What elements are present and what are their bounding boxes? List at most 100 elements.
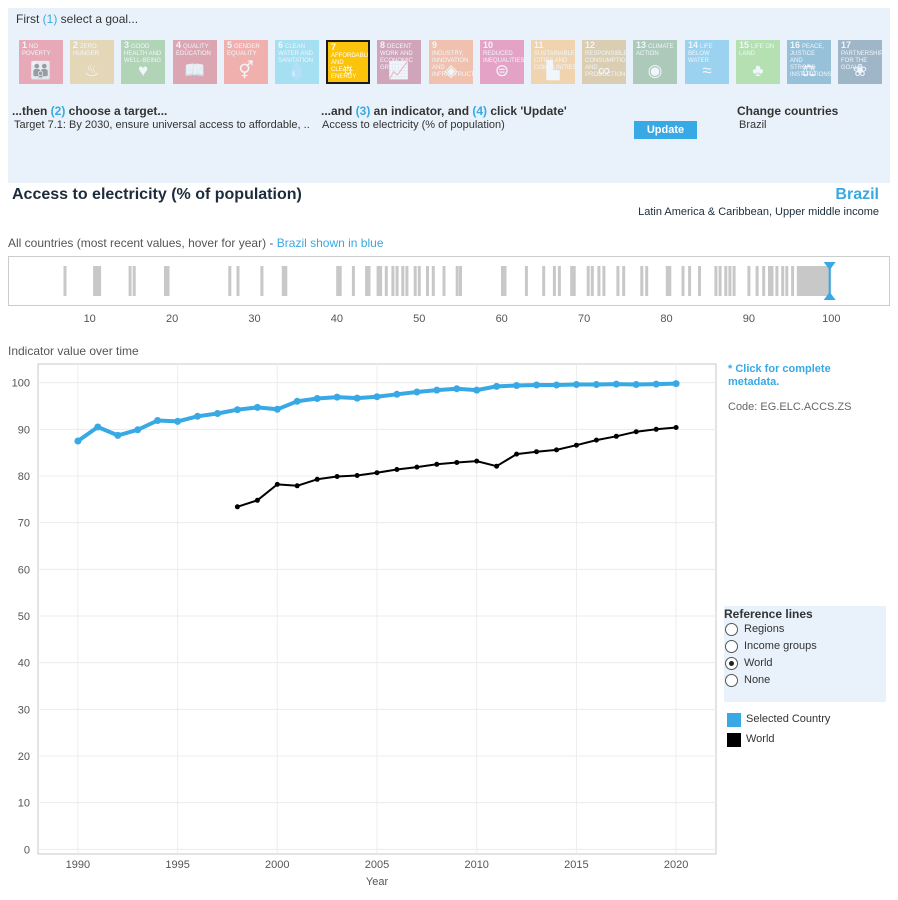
goal-tile-6[interactable]: 6 CLEAN WATER AND SANITATION 💧 [275,40,319,84]
goal-tile-17[interactable]: 17PARTNERSHIPS FOR THE GOALS❀ [838,40,882,84]
distribution-strip[interactable] [8,256,890,306]
goal-number: 17 [841,40,852,50]
goal-tile-11[interactable]: 11SUSTAINABLE CITIES AND COMMUNITIES ▙ [531,40,575,84]
goal-tile-3[interactable]: 3 GOOD HEALTH AND WELL-BEING ♥ [121,40,165,84]
world-point[interactable] [274,481,280,487]
world-point[interactable] [294,483,300,489]
selected-country-point[interactable] [194,412,201,420]
radio-button[interactable] [725,623,738,636]
country-name: Brazil [835,186,879,203]
selected-country-point[interactable] [533,381,540,389]
world-point[interactable] [613,433,619,439]
goal-number: 13 [636,40,647,50]
selected-country-point[interactable] [253,403,261,411]
goal-tile-2[interactable]: 2 ZERO HUNGER ♨ [70,40,114,84]
selected-country-point[interactable] [74,437,82,445]
world-point[interactable] [514,451,520,457]
legend-label: Selected Country [746,713,831,725]
distribution-label: All countries (most recent values, hover… [8,236,384,250]
world-point[interactable] [633,429,639,435]
world-point[interactable] [673,425,679,430]
chart-label: Indicator value over time [8,344,139,358]
selector-panel [8,8,890,183]
goal-tile-9[interactable]: 9INDUSTRY, INNOVATION AND INFRASTRUCTURE… [429,40,473,84]
goal-tile-12[interactable]: 12RESPONSIBLE CONSUMPTION AND PRODUCTION… [582,40,626,84]
goal-tile-15[interactable]: 15 LIFE ON LAND ♣ [736,40,780,84]
indicator-select[interactable]: Access to electricity (% of population) [322,119,505,131]
world-point[interactable] [653,426,659,432]
goal-tile-13[interactable]: 13 CLIMATE ACTION ◉ [633,40,677,84]
goal-label: DECENT WORK AND ECONOMIC GROWTH [380,44,413,71]
metadata-link[interactable]: * Click for complete metadata. [728,363,831,388]
goal-tile-1[interactable]: 1 NO POVERTY 👪 [19,40,63,84]
world-point[interactable] [534,449,539,455]
world-point[interactable] [414,464,420,470]
radio-button[interactable] [725,640,738,653]
selected-country-point[interactable] [393,390,401,398]
world-point[interactable] [573,442,579,448]
country-select[interactable]: Brazil [739,119,767,131]
selected-country-point[interactable] [672,380,680,388]
world-point[interactable] [334,474,340,479]
selected-country-point[interactable] [413,388,421,396]
selected-country-point[interactable] [233,406,241,414]
selected-country-point[interactable] [353,394,361,402]
selected-country-point[interactable] [373,393,381,401]
world-point[interactable] [554,447,559,453]
selected-country-point[interactable] [433,386,441,394]
selected-country-point[interactable] [652,380,660,388]
world-point[interactable] [394,467,400,472]
indicator-prompt: ...and (3) an indicator, and (4) click '… [321,104,567,118]
selected-country-point[interactable] [94,423,102,431]
world-point[interactable] [434,461,440,467]
selected-country-point[interactable] [592,381,600,388]
selected-country-point[interactable] [493,382,501,390]
goal-number: 7 [331,42,337,52]
city-icon: ▙ [546,61,560,80]
selected-country-point[interactable] [134,426,142,434]
world-point[interactable] [314,476,320,482]
world-point[interactable] [354,473,360,478]
selected-country-point[interactable] [612,380,620,388]
selected-country-point[interactable] [114,431,122,439]
world-point[interactable] [494,463,500,469]
selected-country-point[interactable] [293,397,301,405]
selected-country-point[interactable] [473,386,481,394]
world-point[interactable] [454,460,460,465]
selected-country-point[interactable] [313,395,321,402]
target-select[interactable]: Target 7.1: By 2030, ensure universal ac… [14,119,310,131]
world-point[interactable] [474,458,480,464]
selected-country-point[interactable] [553,381,560,389]
selected-country-point[interactable] [214,410,221,417]
selected-country-point[interactable] [572,381,580,388]
goal-tile-5[interactable]: 5 GENDER EQUALITY ⚥ [224,40,268,84]
y-tick-label: 40 [18,658,30,670]
goal-tile-14[interactable]: 14 LIFE BELOW WATER ≈ [685,40,729,84]
equal-icon: ⊜ [494,61,510,80]
selected-country-point[interactable] [154,417,162,424]
world-point[interactable] [593,437,599,443]
world-point[interactable] [254,497,260,503]
goal-tile-16[interactable]: 16 PEACE, JUSTICE AND STRONG INSTITUTIONS… [787,40,831,84]
selected-country-point[interactable] [453,385,461,393]
selected-country-point[interactable] [632,381,640,388]
goal-tile-4[interactable]: 4 QUALITY EDUCATION 📖 [173,40,217,84]
goal-label: CLEAN WATER AND SANITATION [278,44,314,64]
goal-number: 2 [73,40,79,50]
line-chart: 0 10 20 30 40 50 60 70 80 90 100 1990 1995 2000 2005 20… [12,363,717,888]
selected-country-point[interactable] [174,417,182,425]
selected-country-point[interactable] [273,405,281,413]
world-point[interactable] [234,504,240,510]
goal-label: SUSTAINABLE CITIES AND COMMUNITIES [534,51,575,71]
goal-number: 16 [790,40,801,50]
selected-country-point[interactable] [513,382,521,389]
radio-button[interactable] [725,657,738,670]
goal-tile-8[interactable]: 8 DECENT WORK AND ECONOMIC GROWTH 📈 [377,40,421,84]
update-button[interactable]: Update [634,121,697,139]
legend-swatch [727,713,741,727]
radio-button[interactable] [725,674,738,687]
world-point[interactable] [374,470,380,476]
goal-tile-7[interactable]: 7AFFORDABLE AND CLEAN ENERGY ☼ [326,40,370,84]
selected-country-point[interactable] [333,393,341,401]
goal-tile-10[interactable]: 10REDUCED INEQUALITIES ⊜ [480,40,524,84]
